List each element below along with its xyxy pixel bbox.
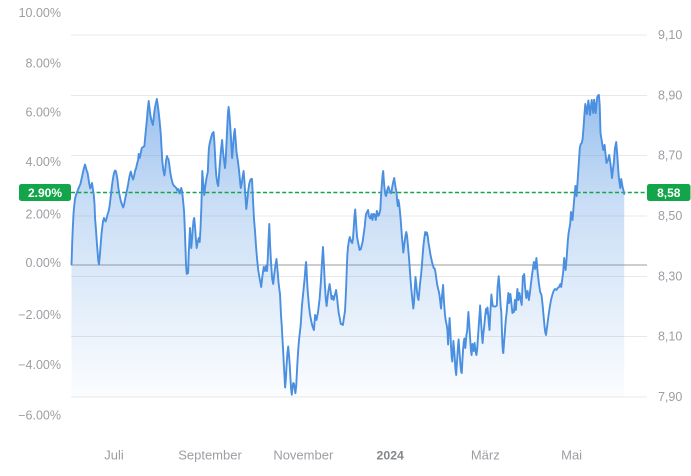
svg-text:8,70: 8,70 [658,149,682,163]
svg-text:9,10: 9,10 [658,28,682,42]
svg-text:September: September [178,448,242,463]
svg-text:10.00%: 10.00% [19,6,61,20]
svg-text:November: November [273,448,334,463]
svg-text:8,90: 8,90 [658,88,682,102]
svg-text:−2.00%: −2.00% [18,308,61,322]
svg-text:März: März [471,448,500,463]
svg-text:−4.00%: −4.00% [18,358,61,372]
svg-text:Juli: Juli [104,448,124,463]
svg-text:4.00%: 4.00% [26,155,61,169]
svg-text:8,50: 8,50 [658,209,682,223]
svg-text:8,58: 8,58 [657,186,681,200]
svg-text:8,30: 8,30 [658,269,682,283]
svg-text:0.00%: 0.00% [26,256,61,270]
svg-text:8.00%: 8.00% [26,56,61,70]
svg-text:8,10: 8,10 [658,330,682,344]
svg-text:7,90: 7,90 [658,390,682,404]
svg-text:Mai: Mai [561,448,582,463]
svg-text:6.00%: 6.00% [26,106,61,120]
svg-text:2.90%: 2.90% [28,186,62,200]
svg-text:2024: 2024 [377,449,405,463]
svg-text:2.00%: 2.00% [26,208,61,222]
svg-text:−6.00%: −6.00% [18,408,61,422]
